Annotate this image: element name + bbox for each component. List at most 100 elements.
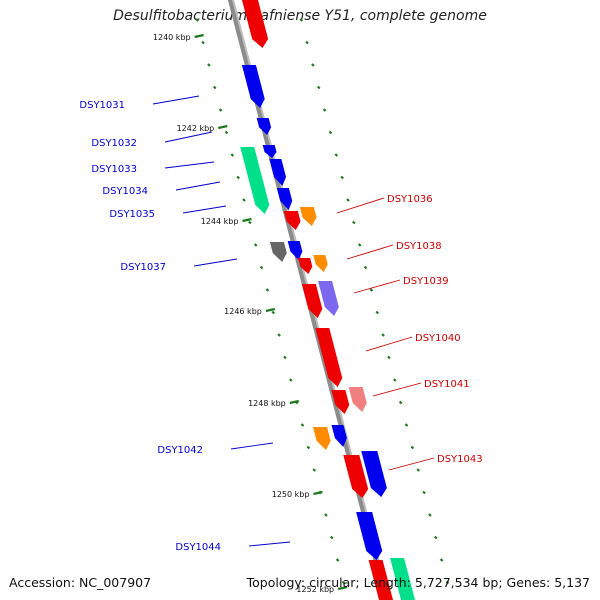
gene-label: DSY1042 xyxy=(157,445,203,456)
gene-label: DSY1032 xyxy=(91,138,137,149)
gene-label: DSY1034 xyxy=(102,186,148,197)
label-leader-line xyxy=(230,442,274,450)
gene-arrow xyxy=(348,387,367,412)
label-leader-line xyxy=(164,131,213,143)
gene-arrow xyxy=(241,0,269,48)
tick-mark-right xyxy=(322,108,327,112)
tick-label: 1250 kbp xyxy=(272,490,310,499)
tick-mark-right xyxy=(404,423,409,427)
tick-mark-left xyxy=(201,40,205,45)
major-tick xyxy=(289,399,300,405)
major-tick xyxy=(265,307,276,313)
major-tick xyxy=(337,585,348,591)
gene-label: DSY1040 xyxy=(415,333,461,344)
tick-mark-right xyxy=(340,175,344,180)
tick-label: 1242 kbp xyxy=(177,124,215,133)
gene-label: DSY1039 xyxy=(403,276,449,287)
label-leader-line xyxy=(164,161,215,169)
tick-mark-left xyxy=(224,130,229,135)
tick-mark-left xyxy=(259,265,264,270)
tick-label: 1248 kbp xyxy=(248,399,286,408)
tick-mark-right xyxy=(387,355,391,360)
label-leader-line xyxy=(248,541,291,547)
tick-mark-right xyxy=(433,535,438,540)
tick-mark-right xyxy=(363,265,368,270)
gene-arrow xyxy=(313,255,328,272)
gene-arrow xyxy=(276,188,293,210)
gene-arrow xyxy=(315,328,343,387)
label-leader-line xyxy=(182,205,227,214)
tick-mark-right xyxy=(357,243,362,247)
tick-mark-right xyxy=(346,198,350,202)
label-leader-line xyxy=(353,279,401,294)
gene-arrow xyxy=(287,241,303,260)
gene-arrow xyxy=(313,427,331,450)
tick-mark-right xyxy=(369,288,374,292)
tick-mark-right xyxy=(398,400,403,405)
gene-label: DSY1035 xyxy=(109,209,155,220)
tick-mark-right xyxy=(422,490,426,495)
gene-arrow xyxy=(241,65,265,108)
tick-mark-left xyxy=(253,243,258,247)
gene-arrow xyxy=(318,281,339,316)
label-leader-line xyxy=(365,336,413,352)
tick-mark-left xyxy=(212,85,217,90)
gene-arrow xyxy=(356,512,383,560)
gene-arrow xyxy=(283,211,301,230)
tick-mark-left xyxy=(329,535,334,540)
major-tick xyxy=(194,33,204,39)
gene-arrow xyxy=(301,284,323,318)
gene-label: DSY1031 xyxy=(79,100,125,111)
gene-arrow xyxy=(240,147,270,214)
tick-mark-left xyxy=(283,355,287,360)
major-tick xyxy=(218,124,228,130)
gene-arrow xyxy=(361,451,387,497)
tick-mark-left xyxy=(300,423,305,427)
gene-arrow xyxy=(368,560,394,600)
gene-label: DSY1033 xyxy=(91,164,137,175)
gene-arrow xyxy=(331,425,347,447)
major-tick xyxy=(313,490,323,496)
tick-mark-right xyxy=(375,310,380,315)
gene-arrow xyxy=(343,455,369,498)
tick-mark-right xyxy=(299,18,303,22)
gene-label: DSY1044 xyxy=(175,542,221,553)
tick-mark-right xyxy=(445,580,450,585)
tick-mark-left xyxy=(236,175,240,180)
major-tick xyxy=(242,217,252,223)
gene-arrow xyxy=(298,258,313,274)
tick-mark-right xyxy=(334,153,339,157)
tick-mark-left xyxy=(289,378,293,382)
gene-arrow xyxy=(256,118,272,135)
tick-mark-right xyxy=(416,468,420,472)
tick-mark-right xyxy=(316,85,321,90)
gene-arrow xyxy=(262,145,277,158)
tick-mark-right xyxy=(305,40,309,45)
label-leader-line xyxy=(175,181,221,191)
tick-mark-right xyxy=(410,445,415,450)
label-leader-line xyxy=(193,258,238,267)
gene-label: DSY1036 xyxy=(387,194,433,205)
tick-mark-left xyxy=(248,220,252,225)
label-leader-line xyxy=(372,382,422,397)
tick-mark-left xyxy=(324,513,328,517)
tick-mark-right xyxy=(381,333,385,337)
label-leader-line xyxy=(152,95,200,105)
label-leader-line xyxy=(346,244,394,260)
gene-arrow xyxy=(269,159,287,186)
tick-mark-left xyxy=(306,445,311,450)
gene-arrow xyxy=(299,207,317,226)
tick-mark-left xyxy=(242,198,246,202)
accession-text: Accession: NC_007907 xyxy=(9,575,152,590)
gene-label: DSY1038 xyxy=(396,241,442,252)
tick-mark-left xyxy=(335,558,340,562)
tick-label: 1246 kbp xyxy=(224,307,262,316)
tick-mark-left xyxy=(271,310,276,315)
tick-mark-right xyxy=(352,220,356,225)
tick-mark-left xyxy=(341,580,346,585)
gene-label: DSY1043 xyxy=(437,454,483,465)
gene-arrow xyxy=(331,390,350,414)
tick-mark-left xyxy=(277,333,281,337)
gene-arrow xyxy=(269,242,287,262)
